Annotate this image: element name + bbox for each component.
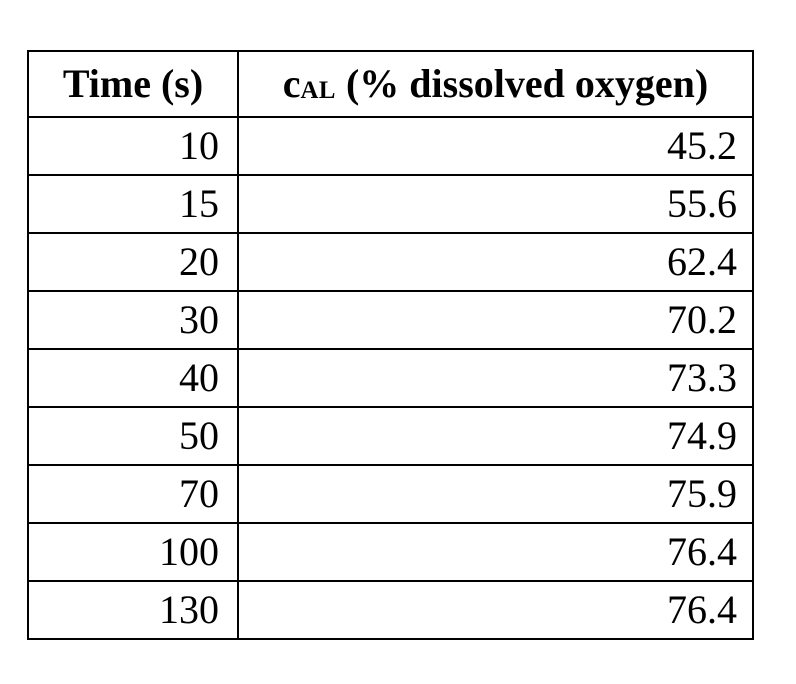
time-value: 20 — [27, 232, 239, 292]
data-table: Time (s) cAL (% dissolved oxygen) 10 45.… — [27, 50, 754, 640]
time-value: 100 — [27, 522, 239, 582]
table-row: 40 73.3 — [27, 348, 754, 408]
time-value: 70 — [27, 464, 239, 524]
table-row: 50 74.9 — [27, 406, 754, 466]
cal-value: 76.4 — [237, 522, 754, 582]
cal-value: 76.4 — [237, 580, 754, 640]
time-value: 40 — [27, 348, 239, 408]
table-row: 100 76.4 — [27, 522, 754, 582]
cal-value: 73.3 — [237, 348, 754, 408]
cal-value: 74.9 — [237, 406, 754, 466]
table-header-row: Time (s) cAL (% dissolved oxygen) — [27, 50, 754, 118]
table-row: 15 55.6 — [27, 174, 754, 234]
cal-units-label: (% dissolved oxygen) — [335, 61, 709, 106]
time-value: 30 — [27, 290, 239, 350]
column-header-time: Time (s) — [27, 50, 239, 118]
cal-value: 45.2 — [237, 116, 754, 176]
table-row: 30 70.2 — [27, 290, 754, 350]
table-row: 20 62.4 — [27, 232, 754, 292]
table-row: 130 76.4 — [27, 580, 754, 640]
table-row: 70 75.9 — [27, 464, 754, 524]
cal-value: 62.4 — [237, 232, 754, 292]
cal-value: 55.6 — [237, 174, 754, 234]
column-header-cal: cAL (% dissolved oxygen) — [237, 50, 754, 118]
cal-symbol: c — [282, 61, 301, 106]
time-value: 10 — [27, 116, 239, 176]
column-header-time-label: Time (s) — [62, 61, 204, 106]
cal-subscript: AL — [300, 77, 336, 105]
time-value: 130 — [27, 580, 239, 640]
cal-value: 70.2 — [237, 290, 754, 350]
cal-value: 75.9 — [237, 464, 754, 524]
time-value: 50 — [27, 406, 239, 466]
time-value: 15 — [27, 174, 239, 234]
table-row: 10 45.2 — [27, 116, 754, 176]
